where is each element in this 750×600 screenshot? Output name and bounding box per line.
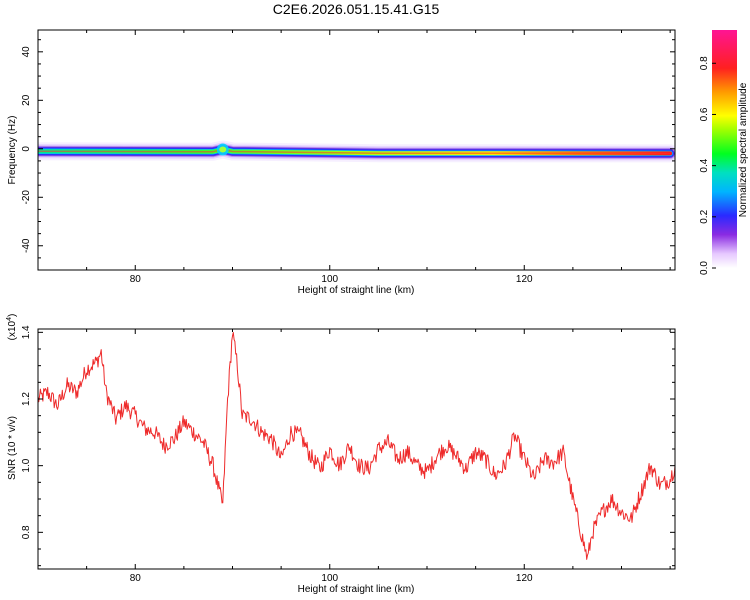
colorbar-tick-label: 0.6 bbox=[699, 107, 710, 121]
y-tick-label: 1.2 bbox=[21, 392, 32, 406]
y-tick-label: 1.4 bbox=[21, 325, 32, 339]
x-tick-label: 120 bbox=[516, 573, 533, 584]
top-y-ticks: 40 20 0 -20 -40 bbox=[21, 39, 675, 271]
snr-series-line bbox=[38, 332, 675, 560]
colorbar-gradient bbox=[712, 30, 737, 268]
spectral-band bbox=[38, 140, 675, 163]
y-tick-label: 1.0 bbox=[21, 458, 32, 472]
y-tick-label: 40 bbox=[21, 46, 32, 58]
x-tick-label: 80 bbox=[130, 573, 142, 584]
top-x-axis-label: Height of straight line (km) bbox=[298, 285, 415, 296]
top-y-axis-label: Frequency (Hz) bbox=[7, 116, 18, 185]
x-tick-label: 100 bbox=[321, 573, 338, 584]
colorbar-label: Normalized spectral amplitude bbox=[738, 82, 749, 217]
x-tick-label: 80 bbox=[130, 274, 142, 285]
y-multiplier-label: (x104) bbox=[6, 314, 18, 341]
bottom-x-ticks: 80 100 120 bbox=[37, 329, 671, 584]
x-tick-label: 100 bbox=[321, 274, 338, 285]
colorbar-tick-label: 0.0 bbox=[699, 261, 710, 275]
x-tick-label: 120 bbox=[516, 274, 533, 285]
top-panel: 80 100 120 40 20 0 -20 -40 Height of straight … bbox=[7, 29, 676, 296]
colorbar: 0.0 0.2 0.4 0.6 0.8 Normalized spectral ampl… bbox=[699, 30, 749, 275]
top-plot-frame bbox=[37, 29, 676, 271]
bottom-y-ticks: 0.8 1.0 1.2 1.4 bbox=[21, 325, 675, 567]
band-bump-core bbox=[219, 146, 227, 153]
colorbar-tick-label: 0.2 bbox=[699, 209, 710, 223]
bottom-y-axis-label: SNR (10 * v/v) bbox=[7, 416, 18, 480]
bottom-x-axis-label: Height of straight line (km) bbox=[298, 584, 415, 595]
colorbar-tick-label: 0.4 bbox=[699, 158, 710, 172]
y-tick-label: -40 bbox=[21, 238, 32, 253]
y-tick-label: -20 bbox=[21, 190, 32, 205]
colorbar-tick-label: 0.8 bbox=[699, 56, 710, 70]
y-tick-label: 0.8 bbox=[21, 525, 32, 539]
y-tick-label: 20 bbox=[21, 94, 32, 106]
bottom-panel: 80 100 120 0.8 1.0 1.2 1.4 Height of straight… bbox=[6, 314, 676, 595]
chart-title: C2E6.2026.051.15.41.G15 bbox=[273, 1, 440, 17]
y-tick-label: 0 bbox=[21, 146, 32, 152]
colorbar-ticks: 0.0 0.2 0.4 0.6 0.8 bbox=[699, 56, 716, 275]
